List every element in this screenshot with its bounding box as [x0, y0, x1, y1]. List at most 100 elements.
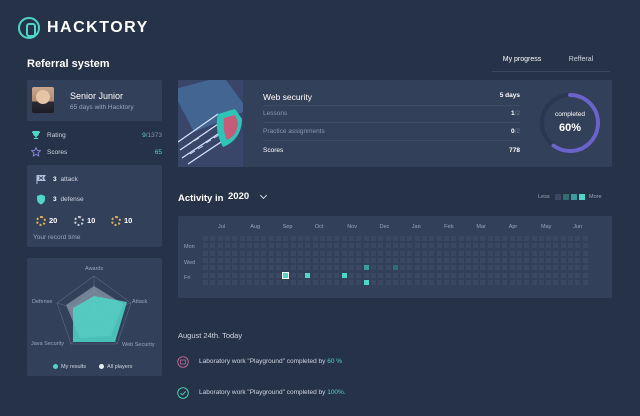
- activity-day-cell[interactable]: [305, 265, 311, 271]
- activity-day-cell[interactable]: [465, 250, 471, 256]
- activity-day-cell[interactable]: [210, 272, 216, 278]
- activity-day-cell[interactable]: [334, 257, 340, 263]
- activity-day-cell[interactable]: [429, 257, 435, 263]
- activity-day-cell[interactable]: [203, 257, 208, 263]
- activity-day-cell[interactable]: [283, 250, 289, 256]
- activity-day-cell[interactable]: [246, 272, 252, 278]
- activity-day-cell[interactable]: [487, 272, 493, 278]
- activity-day-cell[interactable]: [451, 243, 457, 249]
- activity-day-cell[interactable]: [407, 236, 413, 241]
- activity-day-cell[interactable]: [531, 250, 537, 256]
- activity-day-cell[interactable]: [582, 272, 588, 278]
- activity-day-cell[interactable]: [451, 265, 457, 271]
- activity-day-cell[interactable]: [385, 265, 391, 271]
- activity-day-cell[interactable]: [473, 243, 479, 249]
- activity-day-cell[interactable]: [553, 250, 559, 256]
- activity-day-cell[interactable]: [422, 265, 427, 271]
- activity-day-cell[interactable]: [268, 272, 274, 278]
- activity-day-cell[interactable]: [436, 265, 442, 271]
- activity-day-cell[interactable]: [465, 243, 471, 249]
- activity-day-cell[interactable]: [370, 279, 376, 285]
- activity-day-cell[interactable]: [451, 250, 457, 256]
- activity-day-cell[interactable]: [232, 257, 238, 263]
- activity-day-cell[interactable]: [224, 257, 230, 263]
- activity-day-cell[interactable]: [487, 243, 493, 249]
- activity-day-cell[interactable]: [516, 272, 522, 278]
- activity-day-cell[interactable]: [385, 250, 391, 256]
- activity-day-cell[interactable]: [203, 279, 208, 285]
- activity-day-cell[interactable]: [568, 272, 573, 278]
- activity-day-cell[interactable]: [378, 257, 384, 263]
- activity-day-cell[interactable]: [414, 236, 420, 241]
- activity-day-cell[interactable]: [210, 257, 216, 263]
- activity-day-cell[interactable]: [524, 265, 530, 271]
- activity-day-cell[interactable]: [422, 257, 427, 263]
- activity-day-cell[interactable]: [546, 243, 552, 249]
- activity-day-cell[interactable]: [509, 243, 515, 249]
- activity-day-cell[interactable]: [568, 279, 573, 285]
- activity-day-cell[interactable]: [414, 279, 420, 285]
- activity-day-cell[interactable]: [290, 257, 296, 263]
- activity-day-cell[interactable]: [429, 279, 435, 285]
- activity-day-cell[interactable]: [553, 236, 559, 241]
- activity-day-cell[interactable]: [451, 279, 457, 285]
- activity-day-cell[interactable]: [319, 272, 325, 278]
- activity-day-cell[interactable]: [575, 250, 581, 256]
- activity-day-cell[interactable]: [487, 236, 493, 241]
- activity-day-cell[interactable]: [297, 279, 303, 285]
- activity-day-cell[interactable]: [553, 257, 559, 263]
- activity-day-cell[interactable]: [568, 236, 573, 241]
- activity-day-cell[interactable]: [531, 265, 537, 271]
- activity-day-cell[interactable]: [239, 265, 245, 271]
- activity-day-cell[interactable]: [261, 243, 267, 249]
- activity-day-cell[interactable]: [473, 236, 479, 241]
- activity-day-cell[interactable]: [414, 272, 420, 278]
- activity-day-cell[interactable]: [575, 279, 581, 285]
- course-title[interactable]: Web security: [263, 92, 312, 102]
- feed-item[interactable]: Laboratory work "Playground" completed b…: [177, 356, 397, 368]
- activity-day-cell[interactable]: [495, 272, 500, 278]
- activity-day-cell[interactable]: [378, 272, 384, 278]
- activity-day-cell[interactable]: [261, 272, 267, 278]
- activity-day-cell[interactable]: [203, 265, 208, 271]
- activity-day-cell[interactable]: [538, 257, 544, 263]
- activity-day-cell[interactable]: [246, 236, 252, 241]
- activity-day-cell[interactable]: [378, 250, 384, 256]
- activity-day-cell[interactable]: [254, 250, 260, 256]
- activity-day-cell[interactable]: [392, 257, 398, 263]
- activity-day-cell[interactable]: [378, 279, 384, 285]
- activity-day-cell[interactable]: [400, 243, 406, 249]
- activity-day-cell[interactable]: [334, 243, 340, 249]
- activity-day-cell[interactable]: [473, 265, 479, 271]
- activity-day-cell[interactable]: [531, 257, 537, 263]
- activity-day-cell[interactable]: [297, 243, 303, 249]
- activity-day-cell[interactable]: [546, 236, 552, 241]
- activity-day-cell[interactable]: [254, 279, 260, 285]
- activity-day-cell[interactable]: [283, 265, 289, 271]
- activity-day-cell[interactable]: [312, 243, 318, 249]
- activity-day-cell[interactable]: [334, 265, 340, 271]
- activity-day-cell[interactable]: [429, 265, 435, 271]
- activity-day-cell[interactable]: [473, 279, 479, 285]
- activity-day-cell[interactable]: [480, 243, 486, 249]
- activity-day-cell[interactable]: [495, 257, 500, 263]
- activity-day-cell[interactable]: [276, 265, 281, 271]
- activity-day-cell[interactable]: [582, 265, 588, 271]
- activity-day-cell[interactable]: [553, 243, 559, 249]
- activity-day-cell[interactable]: [414, 250, 420, 256]
- activity-day-cell[interactable]: [553, 279, 559, 285]
- hacktory-logo-icon[interactable]: [18, 17, 40, 39]
- activity-day-cell[interactable]: [575, 243, 581, 249]
- activity-day-cell[interactable]: [370, 257, 376, 263]
- activity-day-cell[interactable]: [524, 257, 530, 263]
- activity-day-cell[interactable]: [217, 257, 223, 263]
- activity-day-cell[interactable]: [458, 265, 464, 271]
- activity-day-cell[interactable]: [349, 257, 354, 263]
- activity-day-cell[interactable]: [356, 243, 362, 249]
- activity-day-cell[interactable]: [378, 265, 384, 271]
- activity-day-cell[interactable]: [516, 250, 522, 256]
- activity-day-cell[interactable]: [276, 257, 281, 263]
- activity-day-cell[interactable]: [465, 265, 471, 271]
- activity-day-cell[interactable]: [487, 279, 493, 285]
- activity-day-cell[interactable]: [268, 257, 274, 263]
